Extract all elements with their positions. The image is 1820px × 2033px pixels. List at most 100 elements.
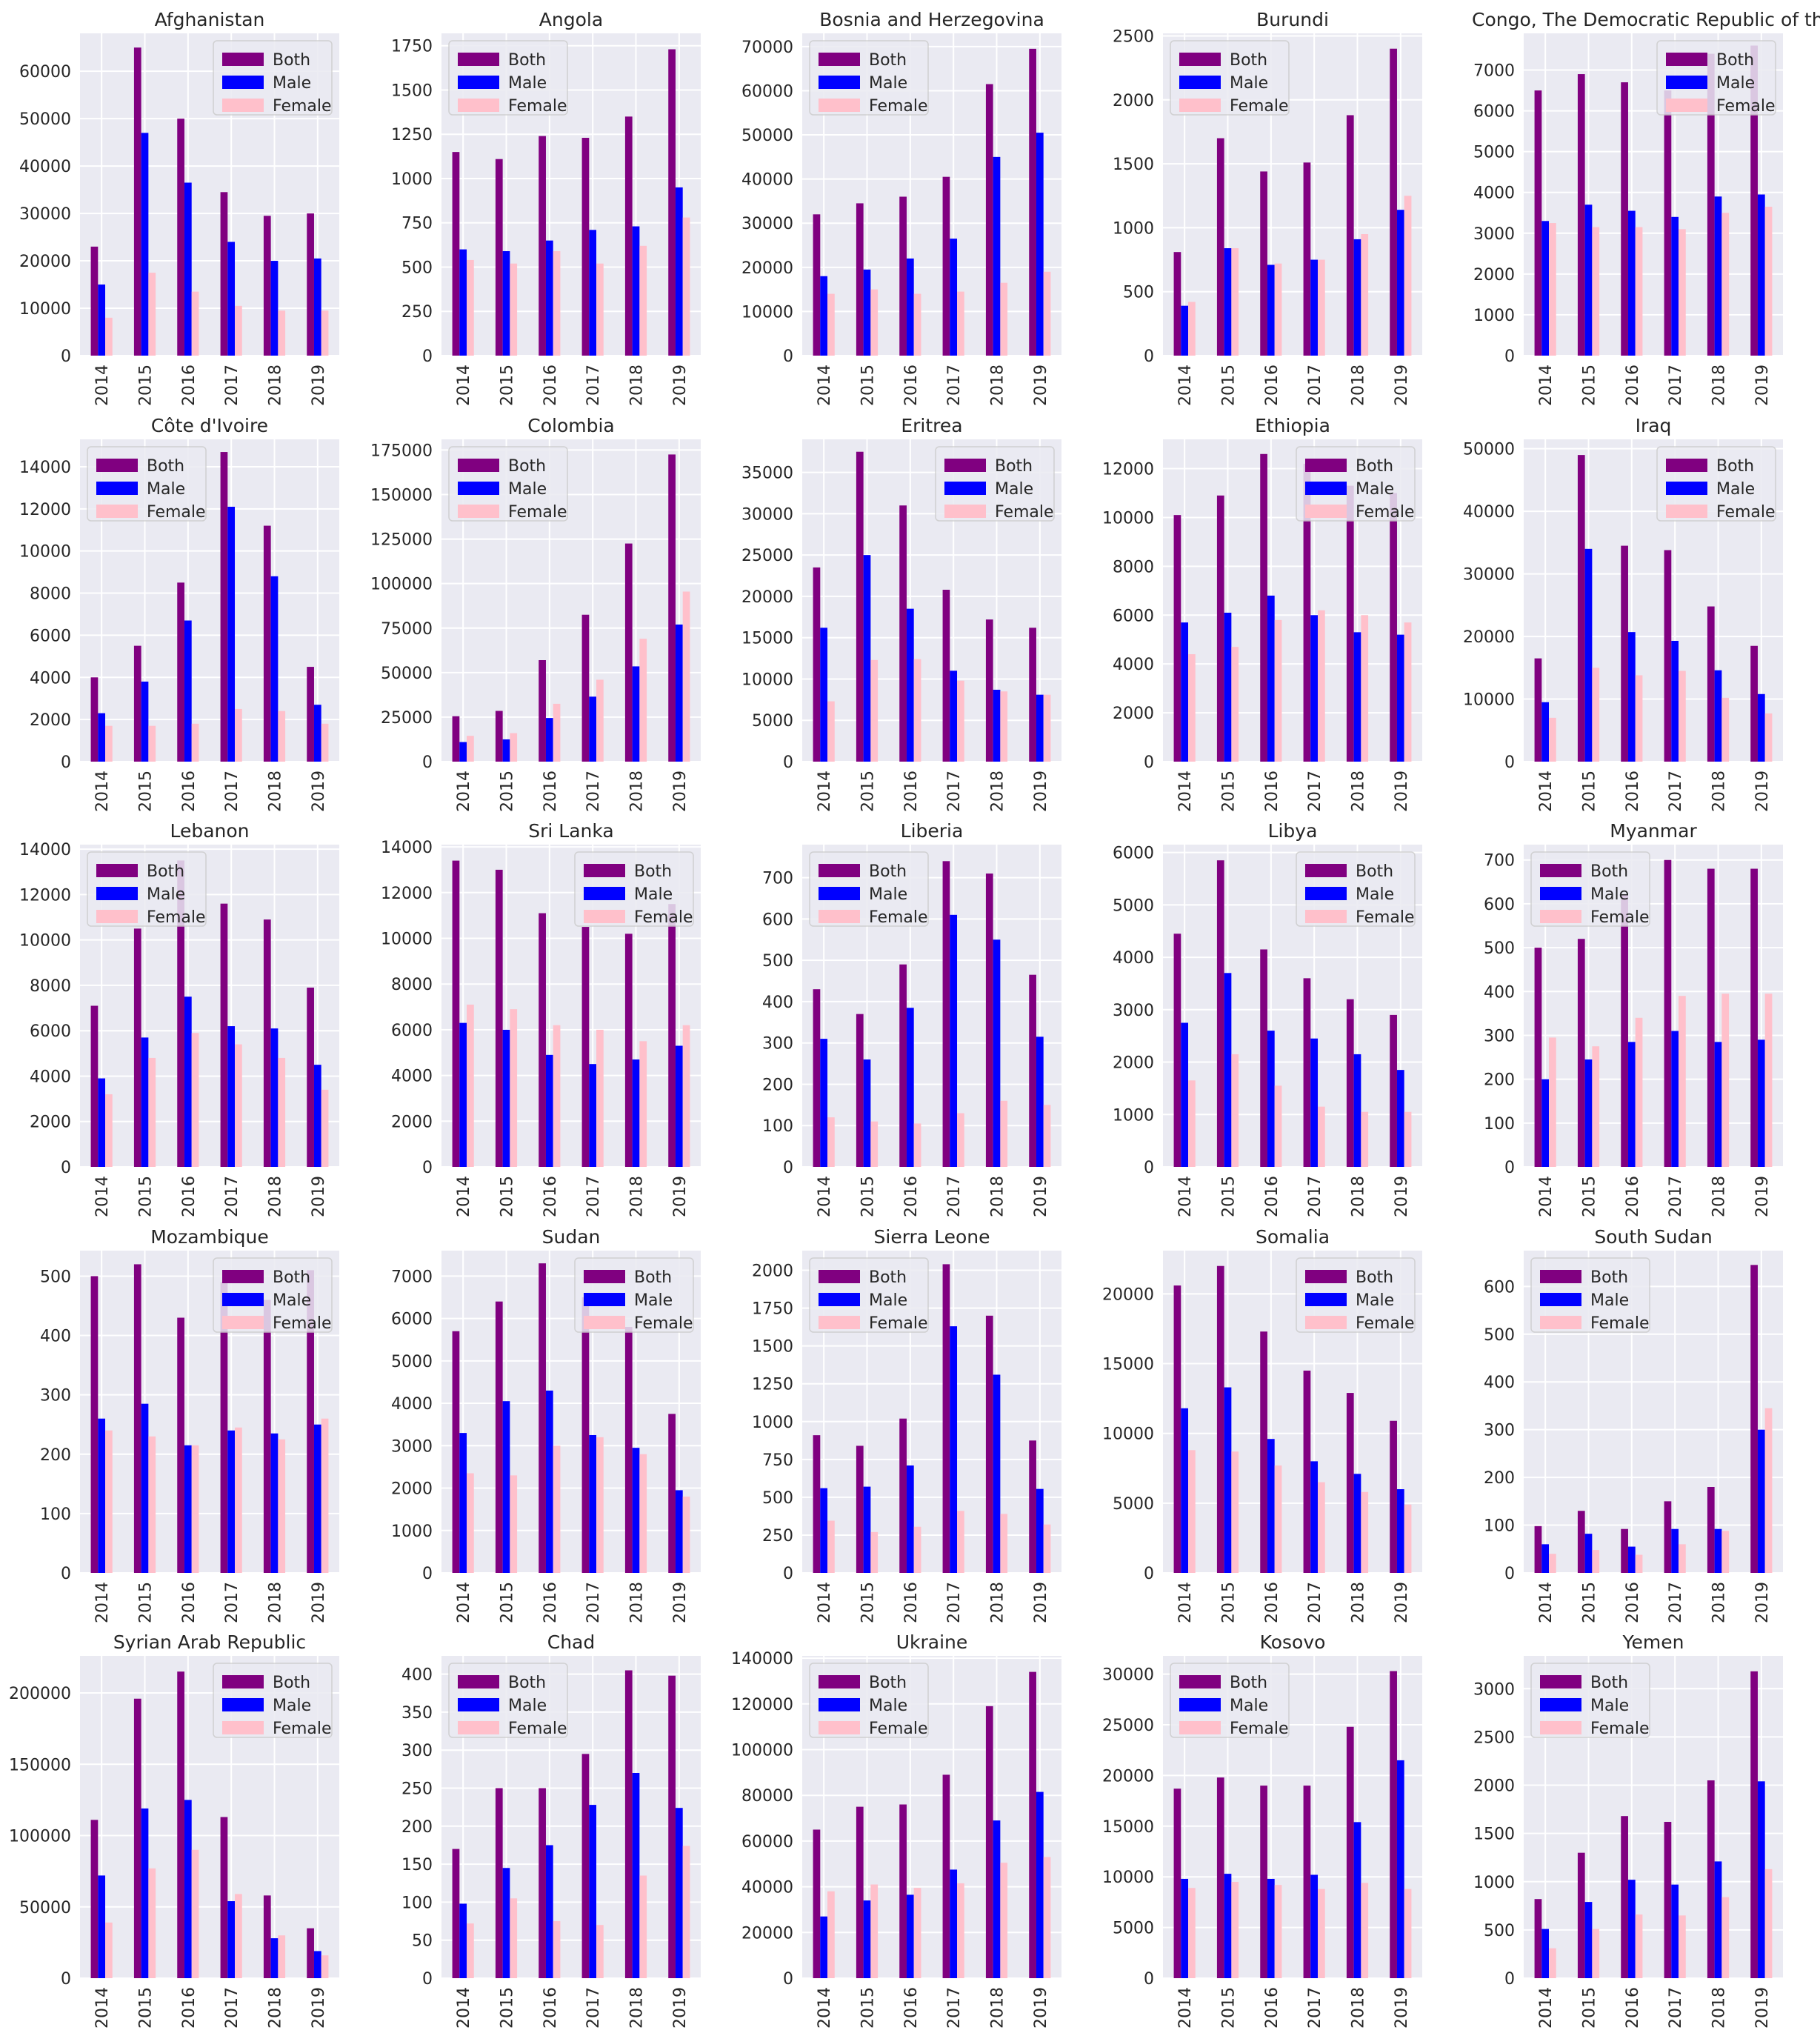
y-tick-label: 4000 [391,1395,433,1414]
legend-swatch-female [222,99,264,112]
bar-male-2016 [1267,1439,1275,1573]
bar-both-2016 [1260,1786,1267,1978]
y-tick-label: 30000 [741,505,793,524]
y-tick-label: 15000 [1102,1356,1154,1374]
y-tick-label: 100 [40,1505,71,1524]
legend-label-both: Both [1230,51,1267,70]
bar-male-2014 [459,1022,467,1167]
y-tick-label: 2000 [752,1262,793,1281]
bar-male-2017 [227,506,236,762]
bar-female-2016 [1635,1017,1643,1167]
y-tick-label: 6000 [30,627,71,645]
y-tick-label: 300 [1484,1422,1515,1440]
bar-female-2015 [1592,1550,1600,1573]
y-tick-label: 250 [401,1780,433,1799]
legend-label-both: Both [869,862,907,881]
bar-female-2019 [321,1955,329,1978]
legend-label-male: Male [508,480,547,499]
legend-swatch-female [584,910,625,923]
bar-both-2017 [1664,550,1672,762]
x-tick-label: 2019 [1393,1176,1411,1217]
legend-label-both: Both [1590,862,1628,881]
bar-both-2015 [1577,74,1585,356]
x-tick-label: 2018 [1350,771,1368,812]
bar-both-2015 [1577,455,1585,762]
legend-label-female: Female [634,908,693,927]
chart-title: Myanmar [1610,820,1697,842]
bar-female-2016 [553,250,561,356]
bar-male-2017 [950,671,958,762]
x-tick-label: 2014 [93,771,112,812]
bar-male-2016 [1267,1031,1275,1167]
bar-both-2018 [1346,999,1354,1167]
bar-male-2015 [1584,1059,1593,1167]
chart-title: Eritrea [901,415,962,436]
chart-liberia: 0 100 200 300 400 500 600 700 2014 2015 2016 2017 20… [762,820,1061,1217]
y-tick-label: 0 [783,1565,793,1583]
y-tick-label: 400 [1484,983,1515,1002]
bar-both-2014 [452,860,460,1167]
y-tick-label: 1250 [391,126,433,144]
bar-both-2019 [1029,48,1036,356]
x-tick-label: 2016 [180,1176,199,1217]
bar-both-2016 [899,505,907,762]
x-tick-label: 2019 [671,771,690,812]
legend: Both Male Female [87,851,207,927]
x-tick-label: 2017 [1306,1987,1324,2029]
bar-both-2017 [942,590,950,762]
bar-female-2014 [1188,654,1196,762]
bar-both-2017 [581,1754,590,1978]
bar-male-2015 [863,555,871,762]
y-tick-label: 4000 [1473,184,1515,203]
bar-both-2016 [539,1788,546,1978]
legend-label-both: Both [634,1268,672,1287]
y-tick-label: 50000 [381,665,433,683]
y-tick-label: 200 [40,1446,71,1465]
bar-male-2017 [589,696,597,762]
bar-both-2016 [539,136,546,356]
bar-female-2017 [1318,610,1325,762]
bar-male-2016 [545,1845,553,1978]
chart-title: Syrian Arab Republic [113,1631,306,1653]
legend: Both Male Female [448,446,568,522]
x-tick-label: 2017 [1667,365,1685,406]
bar-both-2014 [1534,658,1542,762]
y-tick-label: 300 [401,1742,433,1760]
y-tick-label: 0 [783,347,793,366]
y-tick-label: 500 [1484,1922,1515,1940]
y-tick-label: 12000 [381,885,433,903]
y-tick-label: 10000 [19,300,71,319]
y-tick-label: 25000 [1102,1717,1154,1735]
bar-male-2015 [502,1401,510,1573]
legend-label-male: Male [273,74,311,93]
legend-label-both: Both [508,51,546,70]
bar-female-2015 [148,725,156,762]
legend-swatch-both [1666,459,1707,472]
bar-both-2018 [1346,115,1354,356]
y-tick-label: 400 [40,1328,71,1346]
bar-female-2016 [913,1526,921,1573]
y-tick-label: 100000 [9,1828,71,1846]
legend-label-male: Male [634,885,673,904]
y-tick-label: 1750 [752,1300,793,1319]
bar-female-2018 [278,1439,286,1573]
bar-female-2015 [1592,227,1600,356]
y-tick-label: 1250 [752,1376,793,1394]
y-tick-label: 5000 [391,1353,433,1371]
bar-female-2016 [1274,1465,1282,1573]
legend-swatch-male [222,1293,264,1306]
chart-ukraine: 0 20000 40000 60000 80000 100000 120000 140000 2… [731,1631,1061,2029]
bar-both-2019 [307,1270,314,1573]
legend-label-both: Both [995,457,1033,476]
chart-title: Afghanistan [155,9,265,30]
bar-female-2014 [105,317,113,356]
chart-kosovo: 0 5000 10000 15000 20000 25000 30000 2014 2015 20… [1102,1631,1422,2029]
legend-swatch-both [1540,864,1581,877]
bar-female-2016 [553,1445,561,1573]
legend-label-female: Female [147,503,206,522]
x-tick-label: 2014 [93,1582,112,1623]
bar-both-2017 [1303,978,1311,1167]
legend: Both Male Female [574,1257,694,1333]
legend-label-male: Male [995,480,1033,499]
legend-swatch-female [944,505,986,518]
